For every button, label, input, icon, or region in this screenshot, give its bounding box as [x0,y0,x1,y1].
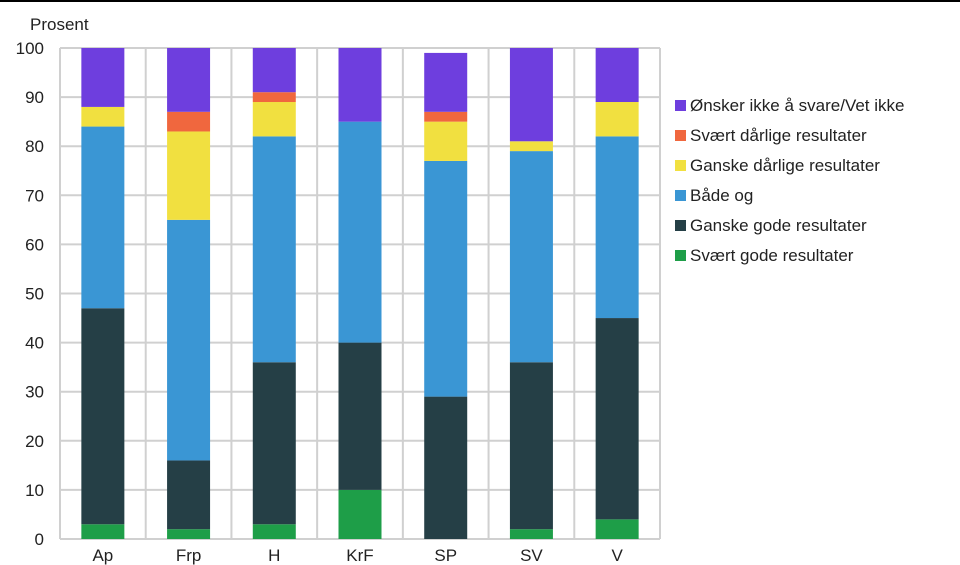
x-tick-labels: Ap Frp H KrF SP SV V [92,546,623,565]
bar-segment [252,362,296,525]
bar-segment [338,342,382,490]
bar-segment [81,524,125,539]
bar-segment [252,92,296,103]
bar-segment [81,308,125,525]
bar-segment [167,460,211,530]
legend-label: Ganske gode resultater [690,216,867,235]
y-axis-label: Prosent [30,15,89,34]
x-tick-label: SP [434,546,457,565]
gridlines [59,47,661,540]
legend-label: Både og [690,186,753,205]
bar-segment [252,102,296,137]
bar-segment [424,160,468,397]
y-tick-label: 100 [16,39,44,58]
y-tick-label: 0 [35,530,44,549]
y-tick-label: 20 [25,432,44,451]
bar-segment [338,121,382,343]
legend-swatch [675,160,686,171]
x-tick-label: SV [520,546,543,565]
bar-segment [424,111,468,122]
top-rule [0,0,960,2]
legend-label: Ganske dårlige resultater [690,156,880,175]
x-tick-label: Frp [176,546,202,565]
bar-segment [252,136,296,363]
y-tick-label: 10 [25,481,44,500]
bar-segment [167,529,211,539]
bar-segment [424,52,468,112]
y-tick-label: 60 [25,235,44,254]
y-tick-label: 50 [25,285,44,304]
legend-swatch [675,250,686,261]
legend-label: Svært gode resultater [690,246,854,265]
bar-segment [509,48,553,142]
x-tick-label: V [611,546,623,565]
x-tick-label: KrF [346,546,373,565]
bar-segment [167,111,211,132]
bar-segment [595,48,639,103]
bar-segment [167,48,211,112]
y-tick-label: 90 [25,88,44,107]
legend-swatch [675,190,686,201]
y-tick-labels: 0 10 20 30 40 50 60 70 80 90 100 [16,39,44,549]
bar-segment [81,126,125,309]
bar-segment [509,529,553,539]
bar-segment [509,362,553,530]
bar-segment [81,48,125,107]
bar-segment [338,489,382,539]
x-tick-label: Ap [92,546,113,565]
bar-segment [424,121,468,161]
bar-segment [338,48,382,122]
legend-label: Svært dårlige resultater [690,126,867,145]
legend: Ønsker ikke å svare/Vet ikke Svært dårlig… [675,96,904,265]
bar-segment [595,318,639,520]
bar-segment [509,151,553,363]
bar-segment [424,396,468,539]
legend-swatch [675,100,686,111]
bar-segment [167,131,211,220]
bar-segment [252,524,296,539]
bar-segment [81,106,125,127]
legend-swatch [675,220,686,231]
y-tick-label: 40 [25,334,44,353]
bar-segment [167,219,211,461]
y-tick-label: 70 [25,186,44,205]
bar-stacks [81,48,639,539]
y-tick-label: 80 [25,137,44,156]
bar-segment [595,519,639,539]
y-tick-label: 30 [25,383,44,402]
bar-segment [252,48,296,93]
bar-segment [595,102,639,137]
bar-segment [509,141,553,152]
legend-swatch [675,130,686,141]
legend-label: Ønsker ikke å svare/Vet ikke [690,96,904,115]
x-tick-label: H [268,546,280,565]
bar-segment [595,136,639,319]
